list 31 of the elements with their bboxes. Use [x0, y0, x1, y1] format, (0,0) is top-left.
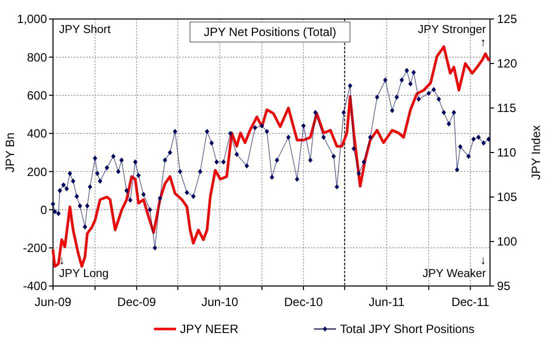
- y-tick-label: -400: [22, 279, 48, 294]
- y-tick-label: 600: [26, 88, 48, 102]
- x-tick-label: Jun-10: [201, 295, 239, 309]
- y2-tick-label: 120: [497, 56, 518, 71]
- y-tick-label: 0: [40, 202, 48, 217]
- y2-axis-title: JPY Index: [529, 125, 543, 180]
- y-tick-label: 400: [26, 126, 48, 141]
- y2-tick-label: 115: [497, 101, 516, 116]
- x-tick-label: Jun-09: [34, 295, 72, 309]
- x-tick-label: Dec-11: [451, 295, 490, 309]
- y-axis-title: JPY Bn: [3, 132, 17, 172]
- y2-tick-label: 125: [497, 12, 518, 26]
- annotation: JPY Stronger ↑: [418, 24, 486, 49]
- y2-tick-label: 95: [497, 279, 511, 294]
- y2-tick-label: 105: [497, 190, 518, 204]
- x-tick-label: Jun-11: [368, 295, 405, 309]
- y-tick-label: 800: [26, 50, 48, 64]
- y2-tick-label: 110: [497, 146, 516, 160]
- y-tick-label: -200: [22, 241, 48, 256]
- annotation: ↓ JPY Long: [59, 255, 109, 280]
- x-tick-label: Dec-09: [117, 295, 156, 309]
- annotation: ↓ JPY Weaker: [422, 255, 486, 280]
- legend-label: JPY NEER: [180, 322, 239, 336]
- text: JPY Net Positions (Total): [204, 25, 336, 39]
- y2-tick-label: 100: [497, 234, 518, 249]
- legend-label: Total JPY Short Positions: [340, 322, 475, 336]
- x-tick-label: Dec-10: [284, 295, 324, 309]
- line-series: [52, 45, 490, 268]
- y-tick-label: 1,000: [16, 12, 48, 26]
- y-tick-label: 200: [26, 164, 48, 179]
- annotation: JPY Short: [59, 24, 112, 36]
